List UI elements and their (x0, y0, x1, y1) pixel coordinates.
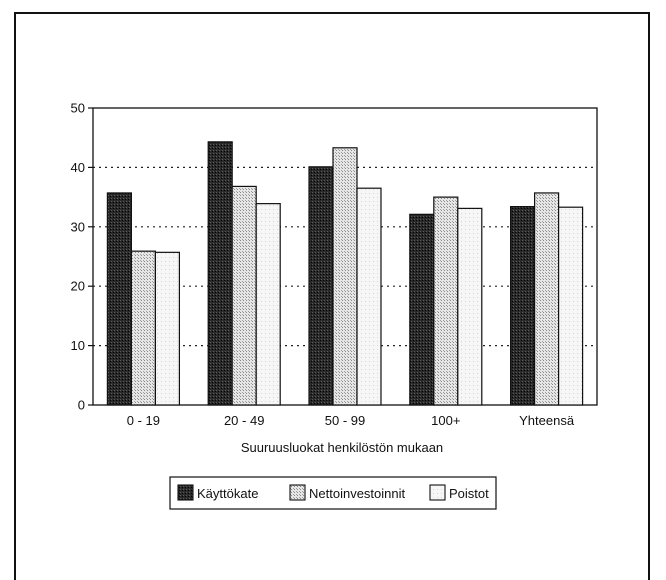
y-tick-label: 10 (71, 338, 85, 353)
bar-1-4 (409, 213, 435, 406)
bar-chart: 0 10 20 30 40 50 0 - 19 20 - 49 50 - 99 100+ Yhte… (71, 101, 598, 510)
bar-1-5 (510, 206, 536, 406)
y-tick-label: 30 (71, 219, 85, 234)
bar-3-3 (356, 187, 382, 406)
y-tick-label: 20 (71, 279, 85, 294)
bar-1-2 (207, 141, 233, 406)
chart-frame (14, 12, 650, 580)
legend-label: Käyttökate (197, 486, 258, 501)
x-axis-title: Suuruusluokat henkilöstön mukaan (241, 440, 443, 455)
bars-group (106, 141, 584, 406)
x-tick-label: 0 - 19 (127, 413, 160, 428)
legend: Käyttökate Nettoinvestoinnit Poistot (169, 476, 497, 510)
x-tick-label: Yhteensä (519, 413, 575, 428)
legend-label: Nettoinvestoinnit (309, 486, 405, 501)
bar-3-5 (557, 206, 584, 406)
legend-swatch (177, 484, 194, 501)
bar-1-1 (106, 192, 133, 406)
bar-2-2 (231, 185, 257, 406)
bar-3-4 (457, 207, 483, 406)
legend-swatch (289, 484, 306, 501)
bar-3-1 (154, 251, 180, 406)
bar-2-3 (332, 147, 358, 406)
legend-label: Poistot (449, 486, 489, 501)
bar-2-4 (433, 196, 459, 406)
y-tick-label: 40 (71, 160, 85, 175)
legend-swatch (429, 484, 446, 501)
y-tick-label: 0 (78, 398, 85, 413)
x-axis-ticks: 0 - 19 20 - 49 50 - 99 100+ Yhteensä (127, 413, 575, 428)
y-axis-ticks: 0 10 20 30 40 50 (71, 101, 93, 413)
x-tick-label: 50 - 99 (325, 413, 365, 428)
bar-1-3 (308, 166, 334, 406)
x-tick-label: 100+ (431, 413, 460, 428)
bar-2-5 (533, 192, 560, 406)
bar-3-2 (255, 203, 281, 406)
bar-2-1 (130, 250, 156, 406)
y-tick-label: 50 (71, 101, 85, 116)
x-tick-label: 20 - 49 (224, 413, 264, 428)
